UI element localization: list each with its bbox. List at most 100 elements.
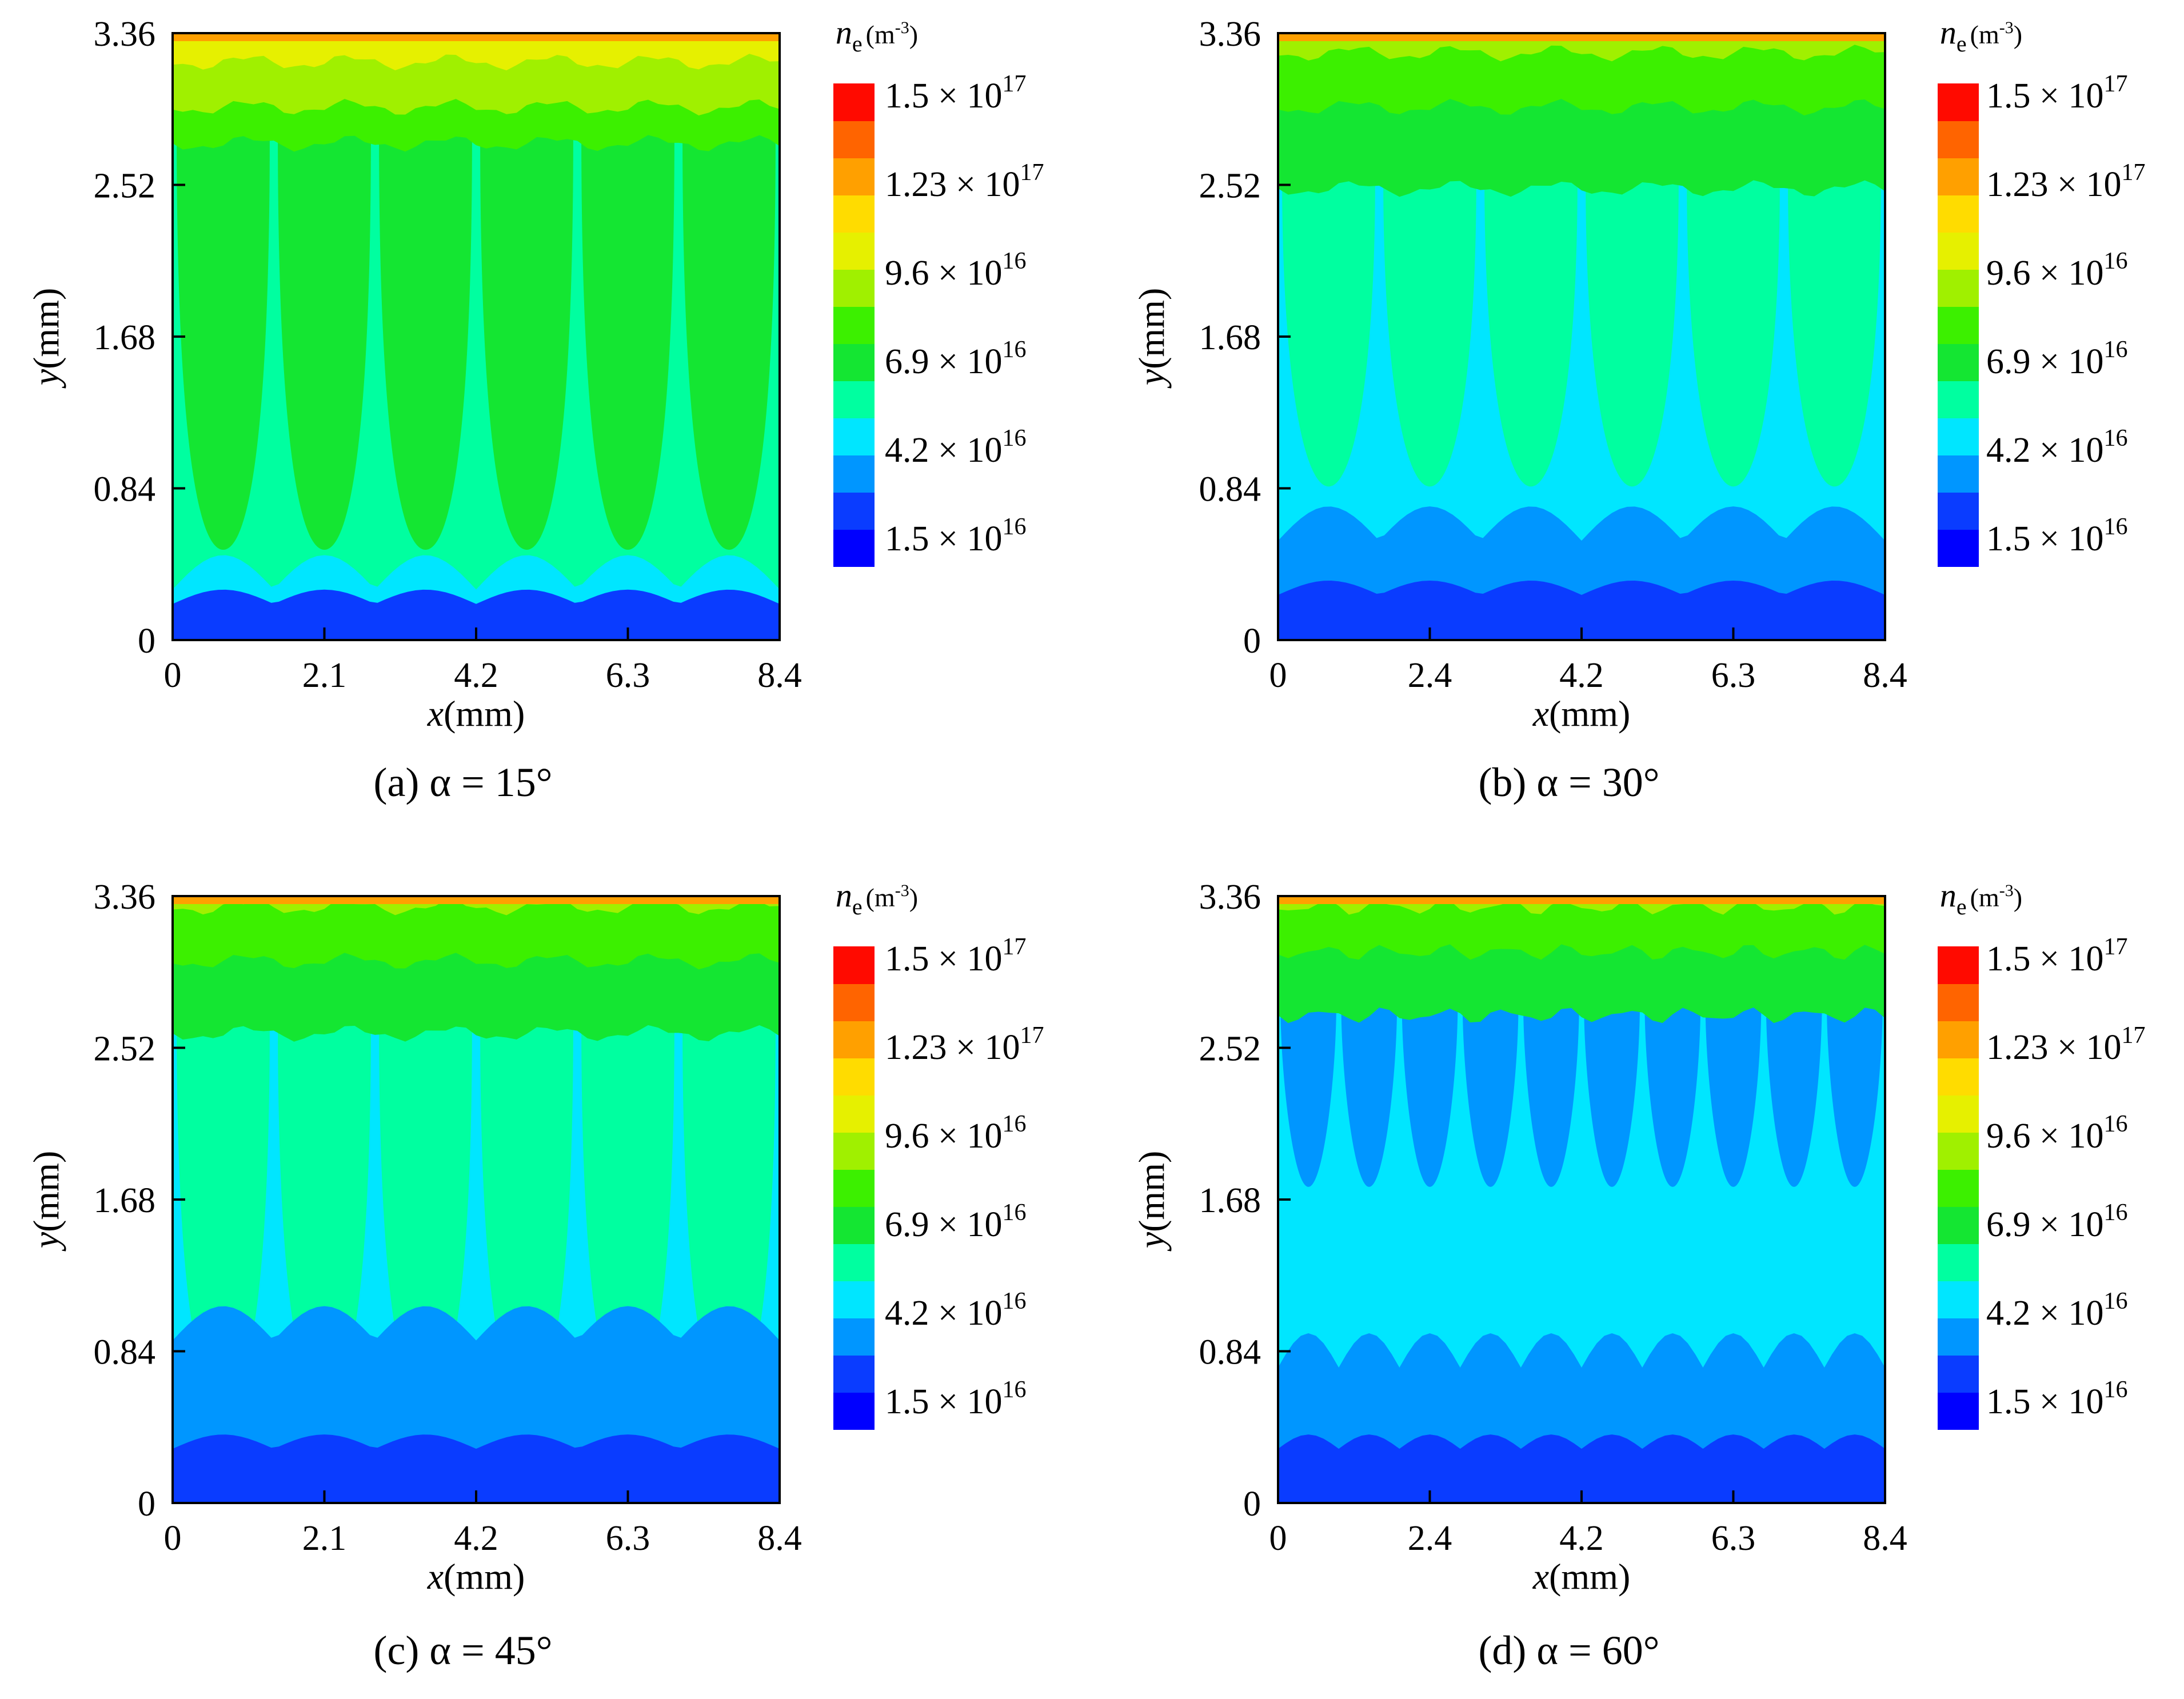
colorbar-segment bbox=[833, 158, 875, 195]
y-tick-label: 0 bbox=[138, 1485, 155, 1524]
contour-field bbox=[1278, 33, 1885, 640]
y-axis-label: y(mm) bbox=[1131, 1151, 1172, 1252]
contour-base-band bbox=[1278, 1434, 1885, 1503]
contour-finger bbox=[480, 1022, 573, 1404]
contour-field bbox=[173, 33, 780, 640]
colorbar-segment bbox=[1938, 121, 1979, 158]
y-axis-label: y(mm) bbox=[26, 288, 66, 389]
panel-caption: (c) α = 45° bbox=[373, 1628, 552, 1673]
colorbar-label: 6.9 × 1016 bbox=[1986, 1200, 2127, 1244]
colorbar-segment bbox=[1938, 1132, 1979, 1170]
colorbar-segment bbox=[1938, 343, 1979, 381]
colorbar-label: 1.5 × 1017 bbox=[1986, 71, 2127, 115]
contour-finger bbox=[1383, 177, 1476, 487]
y-tick-label: 0.84 bbox=[1199, 1333, 1261, 1372]
panel-caption: (d) α = 60° bbox=[1478, 1628, 1659, 1673]
colorbar-label: 1.5 × 1016 bbox=[1986, 1377, 2127, 1421]
contour-base-band bbox=[173, 589, 780, 640]
contour-finger bbox=[1462, 1004, 1519, 1187]
colorbar-title: ne (m-3) bbox=[1940, 877, 2022, 920]
contour-field bbox=[173, 896, 780, 1503]
colorbar-segment bbox=[833, 418, 875, 455]
colorbar-segment bbox=[1938, 946, 1979, 984]
contour-finger bbox=[1584, 1004, 1640, 1187]
colorbar: ne (m-3) 1.5 × 1017 1.23 × 1017 9.6 × 1016 6.… bbox=[1938, 877, 2145, 1430]
x-axis-label: x(mm) bbox=[427, 1556, 525, 1597]
x-tick-label: 6.3 bbox=[1711, 656, 1756, 695]
contour-top-band bbox=[173, 896, 780, 970]
contour-finger bbox=[581, 131, 674, 550]
colorbar-label: 1.23 × 1017 bbox=[885, 1022, 1044, 1067]
colorbar-segment bbox=[1938, 529, 1979, 567]
colorbar-segment bbox=[1938, 492, 1979, 530]
colorbar-label: 1.23 × 1017 bbox=[1986, 1022, 2145, 1067]
colorbar-segment bbox=[1938, 158, 1979, 195]
y-tick-label: 0 bbox=[1243, 622, 1261, 661]
x-axis-label: x(mm) bbox=[1532, 1556, 1631, 1597]
contour-finger bbox=[1827, 1004, 1883, 1187]
x-tick-label: 6.3 bbox=[606, 656, 650, 695]
colorbar-label: 4.2 × 1016 bbox=[885, 425, 1026, 470]
contour-finger bbox=[379, 131, 472, 550]
panel-b: 0 2.4 4.2 6.3 8.4 0 0.84 1.68 2.52 3.36 x(mm) y(mm)… bbox=[1131, 14, 2145, 805]
y-tick-label: 3.36 bbox=[1199, 878, 1261, 917]
colorbar-segment bbox=[833, 1169, 875, 1207]
colorbar-segment bbox=[1938, 1318, 1979, 1356]
colorbar-segment bbox=[833, 1244, 875, 1281]
colorbar-label: 6.9 × 1016 bbox=[885, 1200, 1026, 1244]
colorbar-segment bbox=[1938, 1206, 1979, 1244]
colorbar-label: 9.6 × 1016 bbox=[885, 248, 1026, 293]
colorbar-segment bbox=[833, 455, 875, 493]
colorbar-label: 1.5 × 1016 bbox=[885, 1377, 1026, 1421]
x-tick-label: 6.3 bbox=[606, 1519, 650, 1558]
colorbar-title: ne (m-3) bbox=[836, 877, 918, 920]
y-tick-label: 3.36 bbox=[94, 15, 156, 54]
x-tick-label: 4.2 bbox=[454, 656, 498, 695]
colorbar-segment bbox=[833, 1095, 875, 1133]
y-axis-label: y(mm) bbox=[26, 1151, 66, 1252]
colorbar-segment bbox=[833, 946, 875, 984]
colorbar-segment bbox=[833, 984, 875, 1021]
y-tick-label: 2.52 bbox=[94, 167, 156, 206]
contour-finger bbox=[1280, 1004, 1336, 1187]
panel-a: 0 2.1 4.2 6.3 8.4 0 0.84 1.68 2.52 3.36 x(mm) y(mm)… bbox=[26, 14, 1044, 805]
y-tick-label: 3.36 bbox=[94, 878, 156, 917]
colorbar-segment bbox=[1938, 1281, 1979, 1318]
contour-finger bbox=[480, 131, 573, 550]
colorbar-segment bbox=[1938, 1169, 1979, 1207]
contour-top-edge bbox=[173, 33, 780, 41]
x-tick-label: 4.2 bbox=[1559, 656, 1604, 695]
y-tick-label: 2.52 bbox=[94, 1030, 156, 1069]
contour-finger bbox=[1766, 1004, 1822, 1187]
colorbar-label: 9.6 × 1016 bbox=[1986, 1111, 2127, 1156]
contour-finger bbox=[177, 1022, 270, 1404]
colorbar-segment bbox=[833, 195, 875, 233]
y-tick-label: 1.68 bbox=[94, 1181, 156, 1220]
x-axis-label: x(mm) bbox=[427, 693, 525, 734]
contour-finger bbox=[1644, 1004, 1701, 1187]
y-tick-label: 1.68 bbox=[94, 318, 156, 357]
colorbar-title: ne (m-3) bbox=[1940, 14, 2022, 57]
colorbar-label: 1.5 × 1016 bbox=[1986, 514, 2127, 558]
contour-finger bbox=[1687, 177, 1780, 487]
contour-finger bbox=[1282, 177, 1375, 487]
colorbar-label: 9.6 × 1016 bbox=[885, 1111, 1026, 1156]
colorbar-segment bbox=[1938, 1095, 1979, 1133]
contour-base-band bbox=[1278, 580, 1885, 640]
colorbar-segment bbox=[1938, 418, 1979, 455]
colorbar-label: 1.5 × 1016 bbox=[885, 514, 1026, 558]
colorbar-segment bbox=[1938, 1058, 1979, 1096]
y-tick-label: 2.52 bbox=[1199, 167, 1261, 206]
colorbar: ne (m-3) 1.5 × 1017 1.23 × 1017 9.6 × 1016 6.… bbox=[833, 877, 1044, 1430]
contour-finger bbox=[1586, 177, 1679, 487]
colorbar-segment bbox=[1938, 455, 1979, 493]
colorbar-segment bbox=[1938, 1355, 1979, 1393]
colorbar-segment bbox=[1938, 83, 1979, 121]
contour-finger bbox=[1484, 177, 1578, 487]
colorbar-segment bbox=[833, 529, 875, 567]
x-tick-label: 8.4 bbox=[757, 1519, 802, 1558]
y-tick-label: 1.68 bbox=[1199, 318, 1261, 357]
colorbar-label: 9.6 × 1016 bbox=[1986, 248, 2127, 293]
colorbar-label: 1.23 × 1017 bbox=[1986, 159, 2145, 204]
contour-top-edge bbox=[173, 896, 780, 904]
